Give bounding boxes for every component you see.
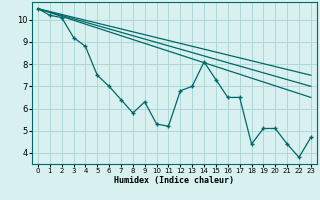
X-axis label: Humidex (Indice chaleur): Humidex (Indice chaleur) bbox=[115, 176, 234, 185]
